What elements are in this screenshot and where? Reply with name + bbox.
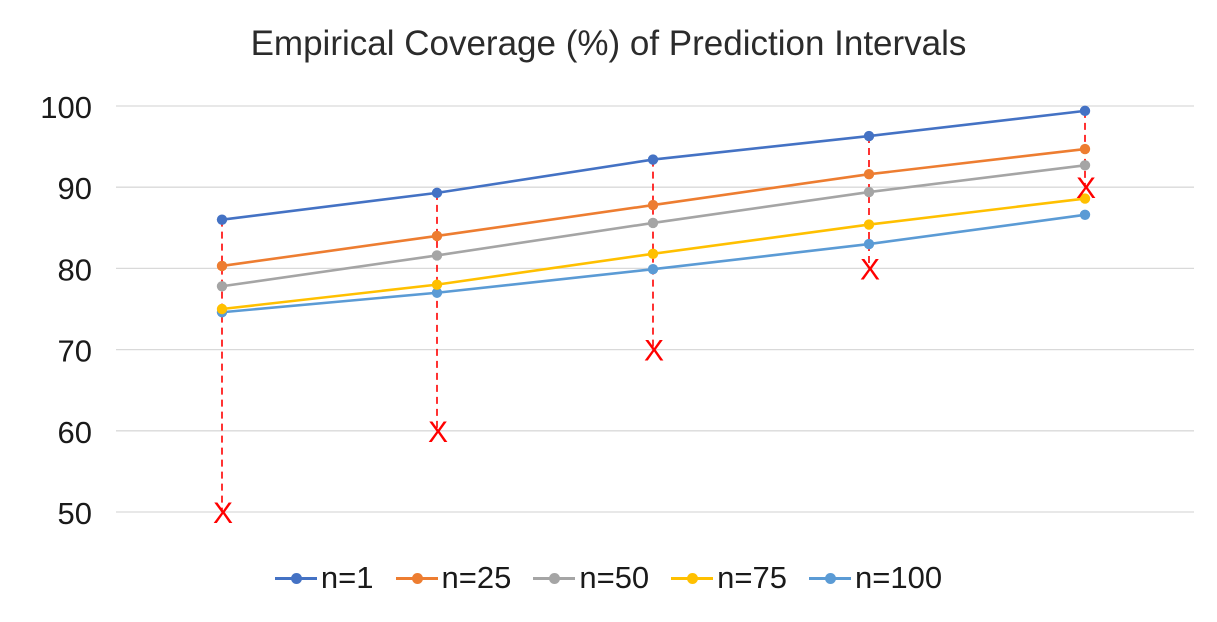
series-n-75 xyxy=(216,193,1091,315)
nominal-marker: X xyxy=(860,253,880,286)
data-point xyxy=(216,281,228,292)
legend-label: n=50 xyxy=(579,560,650,595)
y-tick-label: 100 xyxy=(40,90,92,125)
y-tick-label: 60 xyxy=(58,415,92,450)
data-point xyxy=(863,169,875,180)
data-point xyxy=(431,250,443,261)
legend-label: n=75 xyxy=(717,560,787,595)
data-point xyxy=(216,260,228,272)
series-n-25 xyxy=(216,143,1091,272)
y-axis-ticks: 50 60 70 80 90 100 xyxy=(40,90,92,531)
data-point xyxy=(216,214,228,225)
series-n-50 xyxy=(216,160,1091,292)
legend-swatch xyxy=(533,568,576,588)
data-point xyxy=(647,199,659,211)
data-point xyxy=(431,287,443,298)
data-point xyxy=(863,238,875,250)
series-lines xyxy=(216,105,1091,318)
legend-label: n=25 xyxy=(441,560,512,595)
data-point xyxy=(1079,160,1091,171)
legend-item: n=50 xyxy=(533,560,649,596)
y-tick-label: 80 xyxy=(58,252,92,287)
legend-item: n=100 xyxy=(809,560,942,596)
nominal-marker: X xyxy=(644,335,664,368)
nominal-marker: X xyxy=(428,416,448,449)
legend-item: n=75 xyxy=(671,560,787,596)
data-point xyxy=(863,219,875,230)
data-point xyxy=(647,217,659,229)
legend: n=1 n=25 n=50 n=75 n=100 xyxy=(0,560,1217,596)
nominal-markers: X X X X X xyxy=(213,172,1096,530)
legend-swatch xyxy=(671,568,714,588)
data-point xyxy=(216,303,228,315)
data-point xyxy=(1079,193,1091,204)
data-point xyxy=(431,187,443,199)
legend-item: n=1 xyxy=(274,560,374,596)
y-tick-label: 70 xyxy=(58,334,92,369)
nominal-dashed-lines xyxy=(221,110,1086,512)
chart-title: Empirical Coverage (%) of Prediction Int… xyxy=(250,24,967,63)
data-point xyxy=(431,230,443,242)
data-point xyxy=(647,248,659,259)
gridlines xyxy=(116,105,1194,513)
legend-swatch xyxy=(809,568,851,588)
data-point xyxy=(1079,209,1091,221)
nominal-marker: X xyxy=(213,497,233,530)
nominal-marker: X xyxy=(1076,172,1096,205)
data-point xyxy=(863,186,875,198)
data-point xyxy=(1079,105,1091,117)
legend-label: n=1 xyxy=(320,560,374,595)
legend-swatch xyxy=(395,568,438,588)
data-point xyxy=(647,264,659,275)
y-tick-label: 90 xyxy=(58,171,92,206)
data-point xyxy=(863,130,875,142)
series-n-1 xyxy=(216,105,1091,225)
data-point xyxy=(431,279,443,290)
legend-item: n=25 xyxy=(395,560,512,596)
y-tick-label: 50 xyxy=(58,496,92,531)
data-point xyxy=(1079,143,1091,155)
data-point xyxy=(647,154,659,165)
legend-label: n=100 xyxy=(855,560,943,595)
legend-swatch xyxy=(274,568,317,588)
